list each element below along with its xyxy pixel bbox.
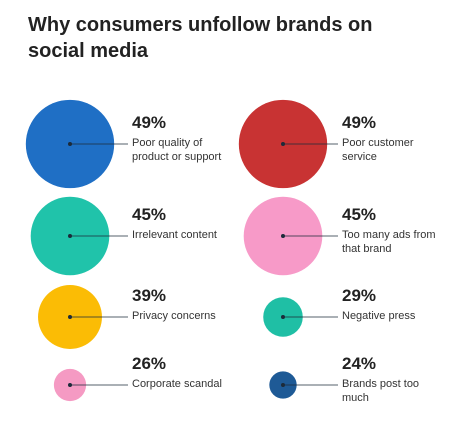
leader-dot [281,234,285,238]
value-label: 49% [342,113,377,132]
leader-dot [281,315,285,319]
category-label: Too many ads from that brand [342,229,436,255]
leader-dot [68,234,72,238]
leader-dot [281,383,285,387]
value-label: 49% [132,113,167,132]
category-label: Privacy concerns [132,310,216,322]
category-label: Negative press [342,310,416,322]
chart-title: Why consumers unfollow brands on social … [28,14,373,62]
category-label: Brands post too much [342,378,420,404]
value-label: 45% [342,205,377,224]
value-label: 29% [342,286,377,305]
leader-dot [68,383,72,387]
category-label: Corporate scandal [132,378,222,390]
leader-dot [68,315,72,319]
value-label: 45% [132,205,167,224]
category-label: Poor quality of product or support [132,137,222,163]
value-label: 26% [132,354,167,373]
value-label: 39% [132,286,167,305]
value-label: 24% [342,354,377,373]
leader-dot [281,142,285,146]
category-label: Poor customer service [342,137,414,163]
leader-dot [68,142,72,146]
category-label: Irrelevant content [132,229,217,241]
